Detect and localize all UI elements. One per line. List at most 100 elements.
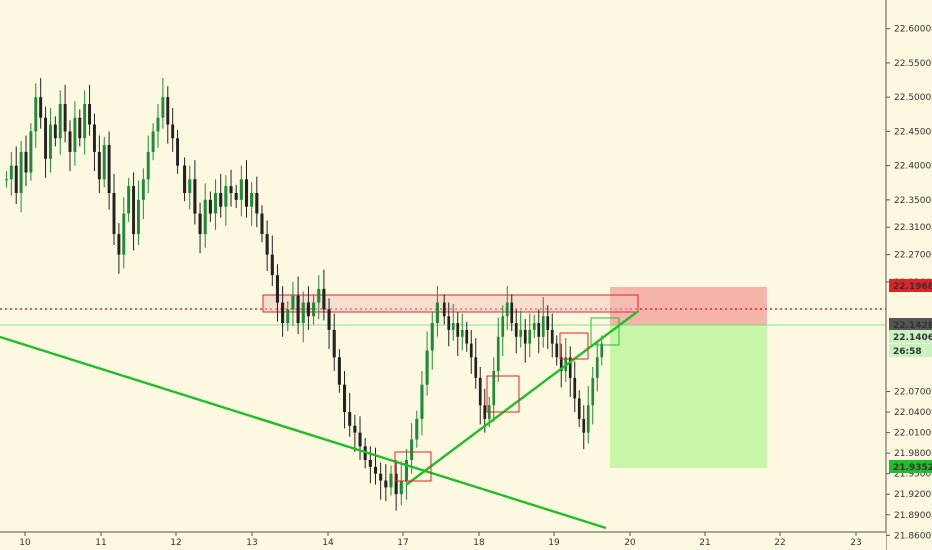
candle-body[interactable]	[156, 117, 160, 132]
candle-body[interactable]	[519, 329, 523, 337]
candle-body[interactable]	[198, 213, 202, 235]
candle-body[interactable]	[389, 473, 393, 488]
candle-body[interactable]	[275, 275, 280, 303]
candle-body[interactable]	[505, 302, 509, 317]
candle-body[interactable]	[219, 193, 223, 207]
candle-body[interactable]	[88, 104, 92, 125]
candle-body[interactable]	[14, 165, 18, 193]
candle-body[interactable]	[171, 124, 175, 139]
candle-body[interactable]	[107, 145, 111, 193]
candle-body[interactable]	[244, 179, 249, 207]
candle-body[interactable]	[122, 213, 126, 255]
candle-body[interactable]	[117, 234, 121, 255]
candle-body[interactable]	[456, 323, 460, 337]
candle-body[interactable]	[568, 357, 572, 378]
candle-body[interactable]	[420, 384, 424, 419]
resistance-box[interactable]	[262, 294, 639, 313]
candle-body[interactable]	[203, 199, 207, 235]
candle-body[interactable]	[399, 480, 403, 495]
candle-body[interactable]	[501, 316, 505, 337]
candle-body[interactable]	[384, 480, 388, 488]
take-profit-zone[interactable]	[610, 325, 767, 468]
candle-body[interactable]	[19, 151, 23, 193]
candle-body[interactable]	[430, 323, 434, 351]
candle-body[interactable]	[595, 357, 599, 378]
candle-body[interactable]	[146, 151, 150, 180]
candle-body[interactable]	[528, 329, 532, 344]
candle-body[interactable]	[496, 336, 500, 371]
candle-body[interactable]	[415, 418, 419, 440]
candle-body[interactable]	[541, 316, 545, 337]
candle-body[interactable]	[478, 377, 482, 406]
candle-body[interactable]	[296, 295, 300, 324]
candle-body[interactable]	[322, 288, 326, 310]
candle-body[interactable]	[559, 357, 563, 371]
candle-body[interactable]	[112, 193, 116, 235]
candle-body[interactable]	[183, 165, 187, 193]
candle-body[interactable]	[327, 309, 331, 330]
pattern-box-mid[interactable]	[486, 375, 520, 413]
candle-body[interactable]	[404, 460, 409, 481]
candle-body[interactable]	[582, 418, 586, 433]
candle-body[interactable]	[447, 316, 451, 330]
candle-body[interactable]	[291, 295, 295, 310]
candle-body[interactable]	[239, 179, 243, 200]
candle-body[interactable]	[342, 384, 347, 413]
candle-body[interactable]	[213, 193, 218, 214]
candle-body[interactable]	[255, 193, 259, 214]
candle-body[interactable]	[161, 97, 165, 118]
candle-body[interactable]	[229, 186, 233, 193]
candle-body[interactable]	[132, 186, 136, 235]
candle-body[interactable]	[39, 97, 43, 118]
candle-body[interactable]	[188, 179, 192, 193]
candle-body[interactable]	[317, 288, 321, 303]
candle-body[interactable]	[379, 473, 383, 481]
candle-body[interactable]	[63, 104, 67, 132]
candle-body[interactable]	[591, 377, 595, 406]
candle-body[interactable]	[176, 138, 180, 166]
candle-body[interactable]	[260, 213, 264, 235]
candle-body[interactable]	[9, 165, 13, 180]
candle-body[interactable]	[337, 357, 341, 385]
candle-body[interactable]	[353, 425, 357, 433]
candle-body[interactable]	[460, 329, 464, 337]
candle-body[interactable]	[532, 323, 536, 330]
candle-body[interactable]	[573, 377, 577, 399]
candle-body[interactable]	[151, 131, 155, 152]
candle-body[interactable]	[577, 398, 581, 419]
candle-body[interactable]	[368, 460, 372, 467]
candle-body[interactable]	[474, 357, 478, 378]
candle-body[interactable]	[4, 179, 8, 181]
pattern-box-green[interactable]	[590, 317, 620, 346]
candle-body[interactable]	[166, 97, 170, 125]
candle-body[interactable]	[68, 131, 72, 152]
candle-body[interactable]	[465, 329, 469, 344]
candle-body[interactable]	[537, 323, 541, 337]
candle-body[interactable]	[555, 343, 559, 358]
candle-body[interactable]	[301, 302, 305, 324]
candle-body[interactable]	[193, 179, 197, 214]
candle-body[interactable]	[550, 329, 554, 344]
candle-body[interactable]	[53, 124, 57, 139]
candle-body[interactable]	[78, 117, 82, 139]
candle-body[interactable]	[48, 124, 52, 159]
candle-body[interactable]	[358, 432, 362, 447]
candle-body[interactable]	[348, 412, 352, 426]
candle-body[interactable]	[224, 186, 228, 207]
candle-body[interactable]	[514, 323, 518, 337]
candle-body[interactable]	[270, 254, 274, 276]
candle-body[interactable]	[442, 302, 446, 317]
candle-body[interactable]	[410, 439, 414, 460]
candle-body[interactable]	[286, 309, 290, 324]
candle-body[interactable]	[73, 117, 77, 152]
candle-body[interactable]	[510, 302, 514, 324]
candle-body[interactable]	[97, 151, 101, 180]
candle-body[interactable]	[469, 343, 473, 358]
candle-body[interactable]	[435, 302, 439, 324]
candle-body[interactable]	[58, 104, 62, 139]
candle-body[interactable]	[492, 371, 496, 406]
candle-body[interactable]	[141, 179, 145, 200]
ascending-trendline[interactable]	[405, 311, 638, 486]
candle-body[interactable]	[425, 350, 429, 385]
